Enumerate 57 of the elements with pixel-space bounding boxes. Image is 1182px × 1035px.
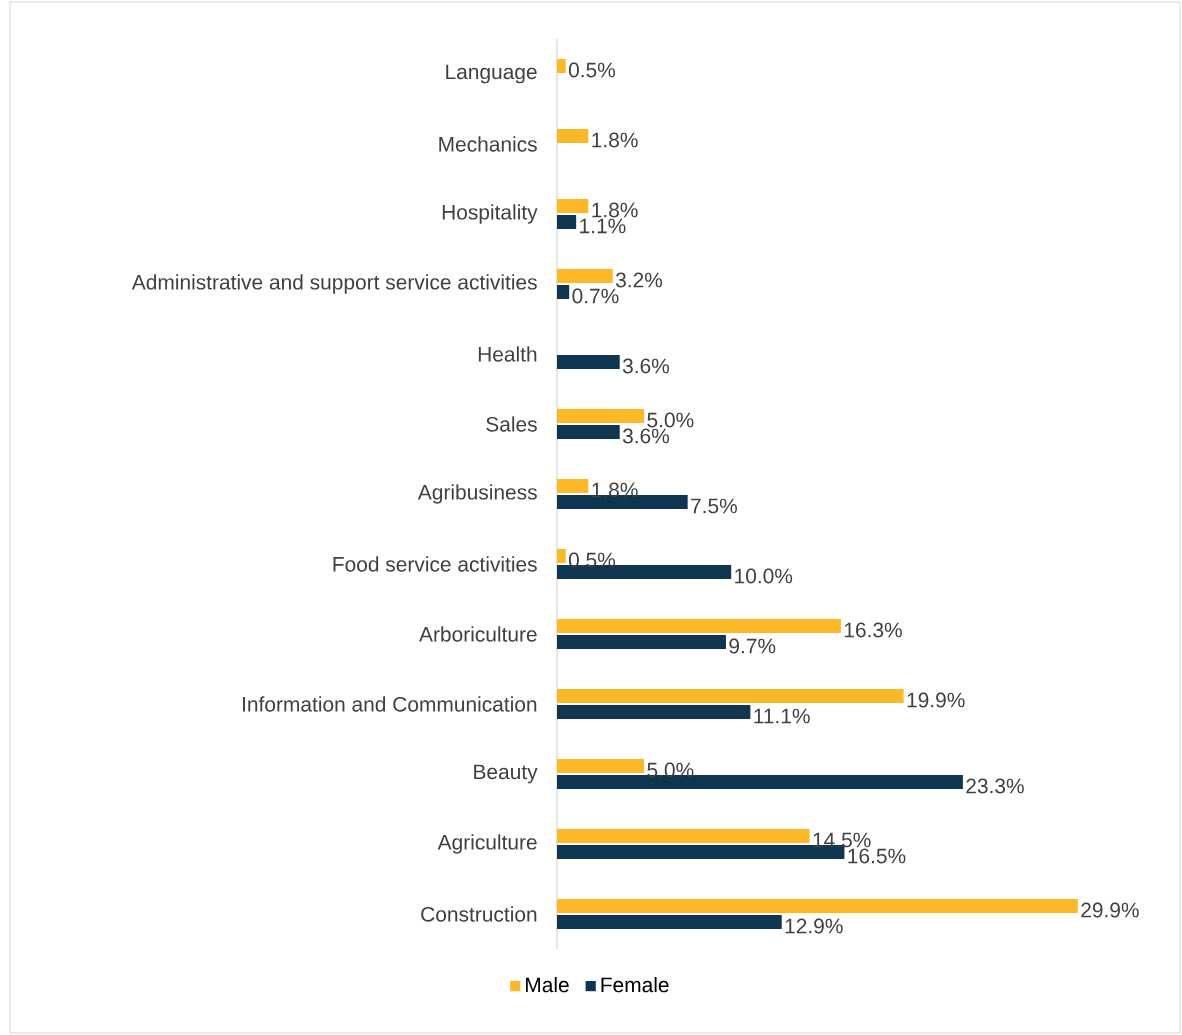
bar <box>557 268 613 283</box>
bar <box>557 548 566 563</box>
bar <box>557 758 645 773</box>
data-label: 23.3% <box>966 778 1024 794</box>
y-tick-label: Hospitality <box>442 204 538 224</box>
data-label: 3.2% <box>615 272 663 288</box>
y-tick-label: Beauty <box>474 764 538 784</box>
data-label: 12.9% <box>785 918 843 934</box>
data-label: 5.0% <box>647 762 694 778</box>
y-tick-label: Language <box>446 64 537 84</box>
y-tick-label: Administrative and support service activities <box>131 274 537 294</box>
y-tick-label: Food service activities <box>333 556 537 572</box>
data-label: 1.8% <box>592 202 638 218</box>
bar <box>557 634 726 649</box>
data-label: 16.5% <box>848 848 906 864</box>
y-tick-label: Agribusiness <box>417 484 537 504</box>
data-label: 29.9% <box>1081 902 1139 918</box>
y-tick-label: Sales <box>486 416 537 432</box>
bar <box>557 478 589 493</box>
data-label: 3.6% <box>622 358 670 374</box>
data-label: 10.0% <box>735 568 793 584</box>
data-label: 1.1% <box>580 218 626 234</box>
bar <box>557 424 620 439</box>
data-label: 1.8% <box>592 132 638 148</box>
data-label: 14.5% <box>813 832 871 848</box>
y-tick-label: Construction <box>421 906 537 922</box>
bar <box>557 618 841 633</box>
bar <box>557 198 589 213</box>
data-label: 7.5% <box>691 498 737 514</box>
legend-label: Female <box>601 976 669 993</box>
data-label: 16.3% <box>844 622 902 638</box>
bar <box>557 284 570 299</box>
data-label: 11.1% <box>754 708 810 724</box>
bar <box>557 829 810 843</box>
y-tick-label: Arboriculture <box>419 626 537 642</box>
data-label: 0.5% <box>568 552 616 568</box>
bar <box>557 688 904 703</box>
bar <box>557 214 577 229</box>
data-label: 5.0% <box>647 412 694 428</box>
bar <box>557 704 751 719</box>
bar <box>557 899 1078 913</box>
data-label: 0.7% <box>572 288 619 304</box>
legend-label: Male <box>526 976 569 993</box>
bar <box>557 58 566 73</box>
bar <box>557 354 620 369</box>
y-tick-label: Agriculture <box>437 834 537 854</box>
y-tick-label: Information and Communication <box>243 696 537 712</box>
data-label: 3.6% <box>622 428 670 444</box>
data-label: 19.9% <box>907 692 965 708</box>
bar <box>557 915 782 929</box>
y-tick-label: Mechanics <box>439 136 537 152</box>
bar <box>557 408 645 423</box>
data-label: 0.5% <box>568 62 616 78</box>
data-label: 9.7% <box>729 638 776 654</box>
bar <box>557 128 589 143</box>
y-tick-label: Health <box>478 346 537 362</box>
data-label: 1.8% <box>592 482 638 498</box>
